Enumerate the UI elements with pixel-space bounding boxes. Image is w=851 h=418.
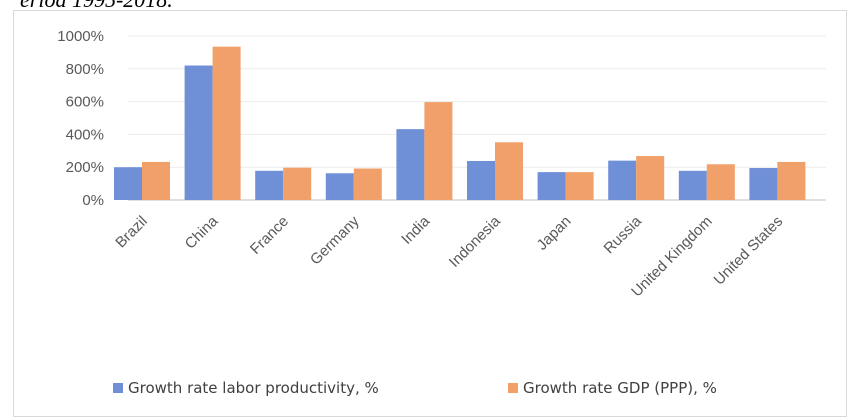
bar-labor-productivity-united-states (749, 168, 778, 200)
bar-gdp-ppp-united-kingdom (706, 164, 735, 200)
bar-labor-productivity-russia (608, 160, 637, 200)
x-tick-label: Indonesia (446, 212, 504, 270)
y-tick-label: 1000% (57, 28, 104, 45)
bar-gdp-ppp-germany (353, 168, 382, 200)
bar-labor-productivity-germany (325, 173, 354, 200)
legend-label: Growth rate GDP (PPP), % (523, 379, 717, 397)
y-tick-label: 400% (66, 126, 104, 143)
x-tick-label: Russia (601, 212, 646, 257)
bar-labor-productivity-china (184, 65, 213, 201)
bar-gdp-ppp-china (212, 46, 241, 200)
y-tick-label: 0% (82, 192, 104, 209)
legend-swatch (113, 383, 123, 393)
bar-gdp-ppp-india (424, 102, 453, 200)
x-tick-label: France (247, 213, 292, 258)
bar-gdp-ppp-united-states (777, 161, 806, 200)
x-tick-label: China (182, 212, 222, 252)
bar-labor-productivity-france (255, 170, 284, 200)
x-tick-label: India (398, 212, 433, 247)
legend-swatch (508, 383, 518, 393)
bar-gdp-ppp-russia (636, 156, 665, 200)
bar-labor-productivity-india (396, 129, 425, 200)
legend-label: Growth rate labor productivity, % (128, 379, 379, 397)
y-tick-label: 200% (66, 159, 104, 176)
y-tick-label: 600% (66, 94, 104, 111)
figure-caption: eriod 1995-2018. (20, 0, 173, 13)
y-axis: 0% 200% 400% 600% 800% 1000% (57, 28, 104, 209)
x-tick-label: United States (711, 213, 787, 289)
bars-layer (114, 46, 806, 201)
bar-gdp-ppp-france (283, 167, 312, 200)
bar-labor-productivity-japan (537, 172, 566, 200)
bar-gdp-ppp-indonesia (495, 142, 523, 200)
y-tick-label: 800% (66, 61, 104, 78)
bar-gdp-ppp-brazil (142, 161, 170, 200)
bar-gdp-ppp-japan (565, 172, 594, 200)
bar-labor-productivity-indonesia (467, 160, 495, 200)
legend: Growth rate labor productivity, % Growth … (113, 379, 717, 397)
bar-labor-productivity-brazil (114, 167, 142, 200)
x-tick-label: Germany (307, 212, 363, 268)
x-tick-label: Japan (534, 213, 575, 254)
x-axis: Brazil China France Germany India Indonesia Ja… (112, 212, 786, 300)
x-tick-label: Brazil (112, 213, 151, 252)
chart-frame (13, 10, 847, 417)
bar-labor-productivity-united-kingdom (678, 170, 707, 200)
